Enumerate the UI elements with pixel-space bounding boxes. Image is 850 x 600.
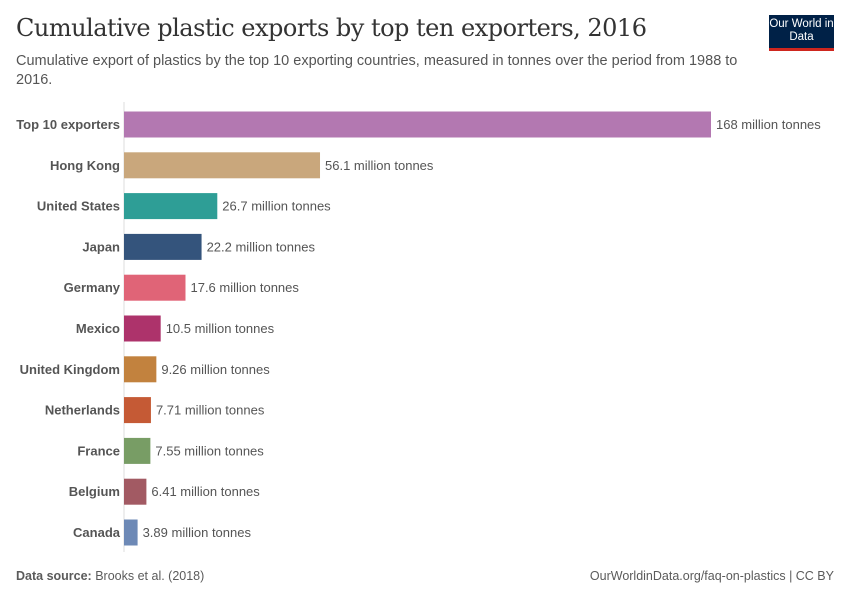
data-label: 3.89 million tonnes <box>143 525 252 540</box>
bar[interactable] <box>124 111 711 138</box>
category-label: Germany <box>64 280 121 295</box>
data-label: 17.6 million tonnes <box>190 280 299 295</box>
category-label: Japan <box>82 239 120 254</box>
bar[interactable] <box>124 397 151 424</box>
bar[interactable] <box>124 274 186 301</box>
category-label: France <box>77 443 120 458</box>
bar[interactable] <box>124 152 321 179</box>
logo-text: Our World in Data <box>769 18 834 43</box>
footer-url[interactable]: OurWorldinData.org/faq-on-plastics | CC … <box>589 569 834 583</box>
source-label: Data source: <box>16 569 92 583</box>
category-label: Canada <box>73 525 121 540</box>
data-label: 168 million tonnes <box>716 117 821 132</box>
data-label: 56.1 million tonnes <box>325 158 434 173</box>
bar[interactable] <box>124 315 161 342</box>
bar[interactable] <box>124 233 202 260</box>
chart-title: Cumulative plastic exports by top ten ex… <box>16 14 647 42</box>
data-label: 6.41 million tonnes <box>151 484 260 499</box>
data-label: 26.7 million tonnes <box>222 199 331 214</box>
bar-chart: Top 10 exporters 168 million tonnes Hong K… <box>16 102 821 552</box>
category-label: United Kingdom <box>20 362 120 377</box>
category-label: Top 10 exporters <box>16 117 120 132</box>
bar[interactable] <box>124 193 218 220</box>
data-label: 10.5 million tonnes <box>166 321 275 336</box>
chart-subtitle: Cumulative export of plastics by the top… <box>16 53 738 88</box>
category-label: Netherlands <box>45 403 120 418</box>
owid-logo[interactable]: Our World in Data <box>769 15 834 51</box>
bar[interactable] <box>124 437 151 464</box>
bar[interactable] <box>124 356 157 383</box>
data-label: 7.71 million tonnes <box>156 403 265 418</box>
bar[interactable] <box>124 478 147 505</box>
category-label: United States <box>37 199 120 214</box>
category-label: Belgium <box>69 484 120 499</box>
data-label: 7.55 million tonnes <box>155 443 264 458</box>
source-text: Brooks et al. (2018) <box>95 569 205 583</box>
data-label: 9.26 million tonnes <box>161 362 270 377</box>
category-label: Mexico <box>76 321 120 336</box>
bar[interactable] <box>124 519 138 546</box>
data-label: 22.2 million tonnes <box>207 239 316 254</box>
category-label: Hong Kong <box>50 158 120 173</box>
data-source: Data source: Brooks et al. (2018) <box>16 569 204 583</box>
